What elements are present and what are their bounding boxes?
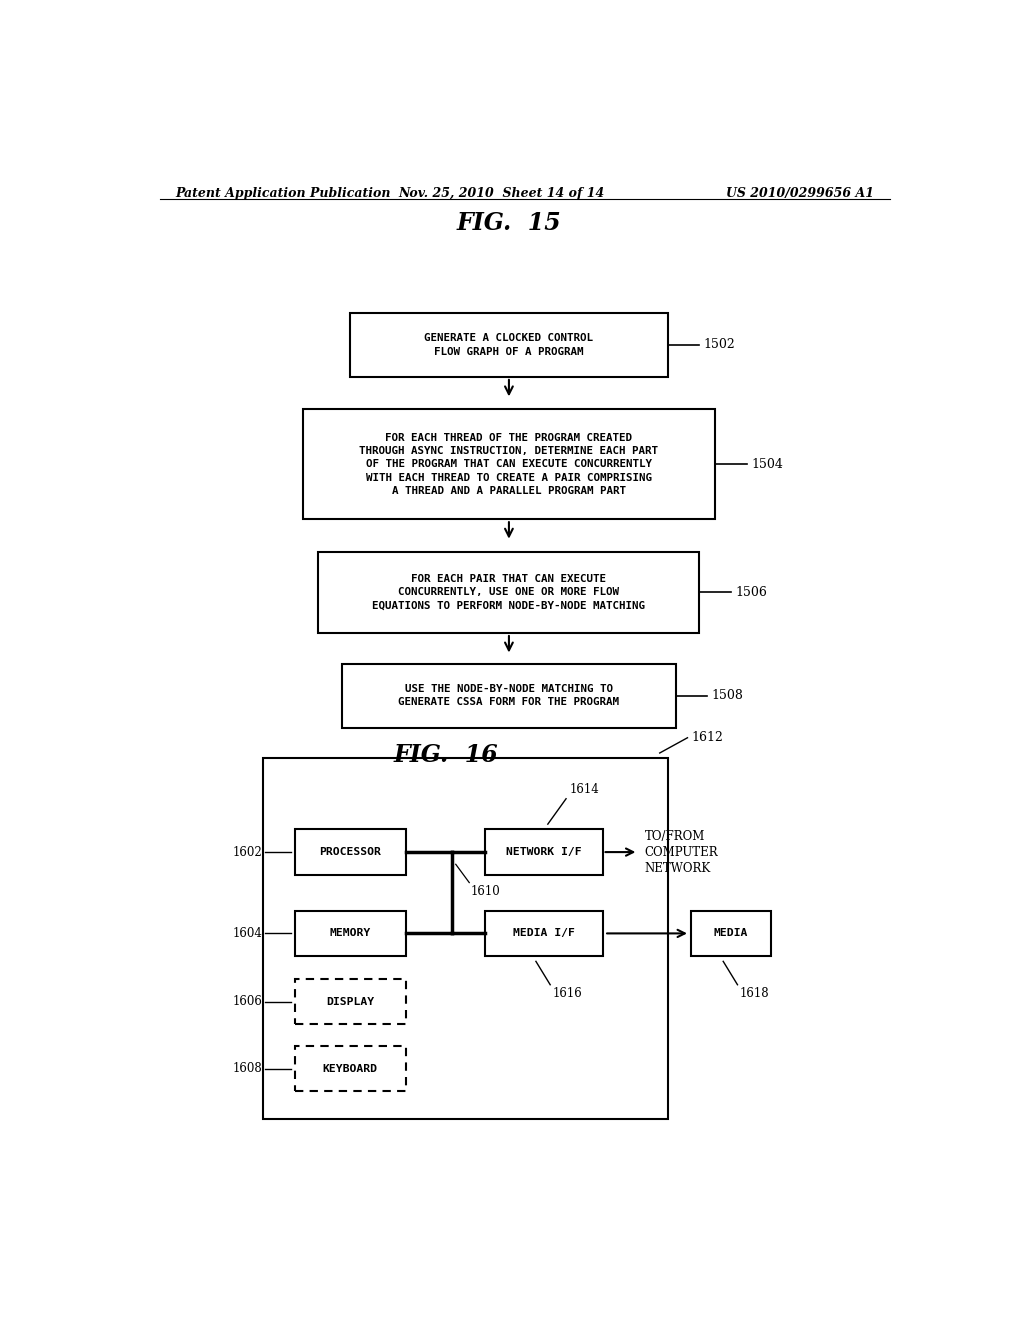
Bar: [342, 664, 676, 727]
Bar: [303, 409, 715, 519]
Bar: [295, 978, 406, 1024]
Text: FOR EACH THREAD OF THE PROGRAM CREATED
THROUGH ASYNC INSTRUCTION, DETERMINE EACH: FOR EACH THREAD OF THE PROGRAM CREATED T…: [359, 433, 658, 496]
Text: 1508: 1508: [712, 689, 743, 702]
Bar: [691, 911, 771, 956]
Text: 1506: 1506: [735, 586, 767, 599]
Text: DISPLAY: DISPLAY: [327, 997, 374, 1007]
Text: KEYBOARD: KEYBOARD: [323, 1064, 378, 1073]
Text: FOR EACH PAIR THAT CAN EXECUTE
CONCURRENTLY, USE ONE OR MORE FLOW
EQUATIONS TO P: FOR EACH PAIR THAT CAN EXECUTE CONCURREN…: [373, 574, 645, 611]
Text: US 2010/0299656 A1: US 2010/0299656 A1: [726, 187, 873, 199]
Bar: [318, 552, 699, 634]
Text: GENERATE A CLOCKED CONTROL
FLOW GRAPH OF A PROGRAM: GENERATE A CLOCKED CONTROL FLOW GRAPH OF…: [424, 334, 594, 356]
Text: 1602: 1602: [232, 846, 262, 858]
Text: TO/FROM
COMPUTER
NETWORK: TO/FROM COMPUTER NETWORK: [645, 829, 718, 875]
Bar: [263, 758, 668, 1119]
Text: 1502: 1502: [703, 338, 735, 351]
Text: MEDIA: MEDIA: [714, 928, 749, 939]
Bar: [295, 829, 406, 875]
Text: 1606: 1606: [232, 995, 262, 1008]
Text: NETWORK I/F: NETWORK I/F: [506, 847, 582, 857]
Text: 1618: 1618: [740, 987, 769, 999]
Text: FIG.  15: FIG. 15: [457, 211, 561, 235]
Text: FIG.  16: FIG. 16: [393, 743, 498, 767]
Text: MEMORY: MEMORY: [330, 928, 371, 939]
Text: USE THE NODE-BY-NODE MATCHING TO
GENERATE CSSA FORM FOR THE PROGRAM: USE THE NODE-BY-NODE MATCHING TO GENERAT…: [398, 684, 620, 708]
Text: 1610: 1610: [471, 884, 501, 898]
Text: Patent Application Publication: Patent Application Publication: [176, 187, 391, 199]
Bar: [485, 829, 602, 875]
Text: Nov. 25, 2010  Sheet 14 of 14: Nov. 25, 2010 Sheet 14 of 14: [398, 187, 604, 199]
Text: MEDIA I/F: MEDIA I/F: [513, 928, 574, 939]
Text: 1614: 1614: [569, 783, 599, 796]
Bar: [350, 313, 668, 378]
Text: 1604: 1604: [232, 927, 262, 940]
Bar: [485, 911, 602, 956]
Text: PROCESSOR: PROCESSOR: [319, 847, 381, 857]
Bar: [295, 1045, 406, 1092]
Bar: [295, 911, 406, 956]
Text: 1608: 1608: [232, 1063, 262, 1074]
Text: 1504: 1504: [751, 458, 783, 471]
Text: 1616: 1616: [553, 987, 583, 999]
Text: 1612: 1612: [691, 731, 723, 744]
